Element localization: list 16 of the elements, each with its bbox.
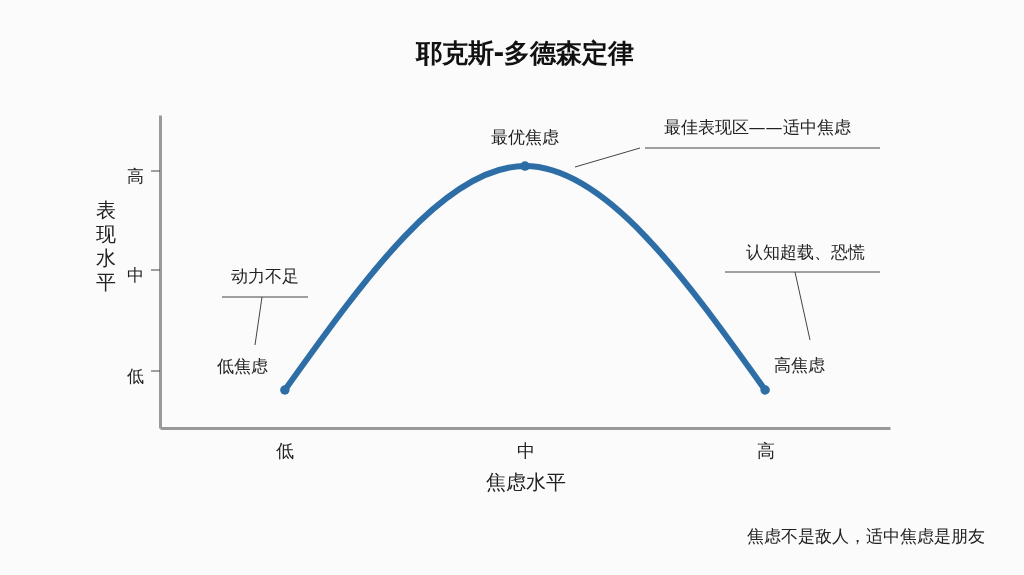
annotation: 动力不足 <box>231 266 299 286</box>
x-tick-label: 中 <box>516 439 535 461</box>
x-axis-title: 焦虑水平 <box>485 469 566 494</box>
y-axis-title: 表现水平 <box>95 197 116 294</box>
chart-title: 耶克斯-多德森定律 <box>414 38 635 68</box>
text: 中 <box>127 265 144 285</box>
text: 焦虑不是敌人，适中焦虑是朋友 <box>747 526 985 546</box>
annotation: 最优焦虑 <box>491 127 559 148</box>
x-tick-label: 低 <box>276 439 295 461</box>
x-tick-label: 高 <box>756 439 775 461</box>
text: 最佳表现区——适中焦虑 <box>663 117 851 137</box>
annotation: 低焦虑 <box>217 356 269 377</box>
annotation: 高焦虑 <box>773 355 825 376</box>
text: 低 <box>127 366 144 386</box>
text: 高 <box>127 166 144 186</box>
annotation: 认知超载、恐慌 <box>745 242 865 262</box>
